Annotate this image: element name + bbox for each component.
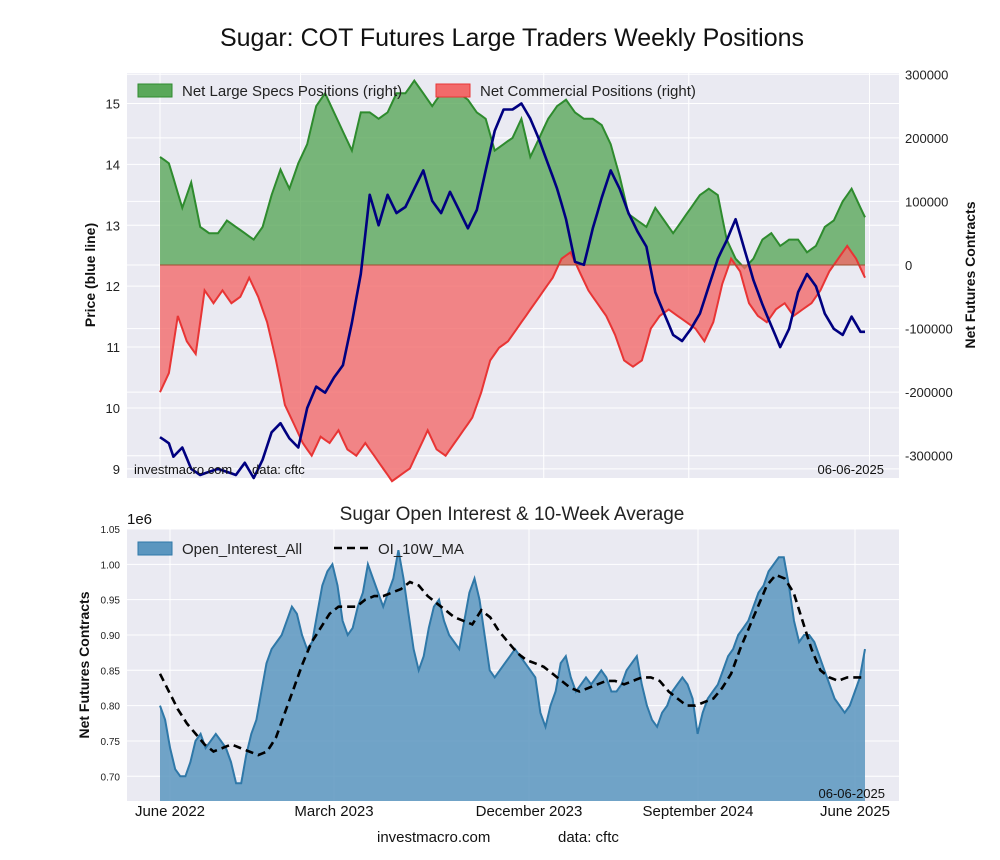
open-interest-title: Sugar Open Interest & 10-Week Average [340,504,685,525]
oi-tick-label: 0.80 [101,702,121,713]
net-tick-label: 300000 [905,67,948,82]
oi-tick-label: 0.75 [101,737,121,748]
net-tick-label: -100000 [905,322,953,337]
oi-credit-date: 06-06-2025 [819,786,886,801]
net-tick-label: -300000 [905,449,953,464]
legend-swatch-commercial [435,83,471,98]
price-tick-label: 15 [106,96,120,111]
oi-tick-label: 1.00 [101,560,121,571]
net-tick-label: -200000 [905,385,953,400]
oi-tick-label: 0.85 [101,666,121,677]
open-interest-line [159,550,866,785]
open-interest-legend: Open_Interest_All OI_10W_MA [137,541,464,558]
y-exponent-label: 1e6 [127,511,152,528]
price-tick-label: 9 [113,462,120,477]
net-tick-label: 200000 [905,131,948,146]
oi-tick-label: 0.70 [101,772,121,783]
footer-site: investmacro.com [377,829,490,846]
oi-tick-label: 0.95 [101,596,121,607]
date-tick-label: June 2025 [820,803,890,820]
date-tick-label: March 2023 [294,803,373,820]
price-axis-label: Price (blue line) [82,223,98,327]
credit-site: investmacro.com [134,462,232,477]
positions-panel: 9 10 11 12 13 14 15 300000 200000 100000 0 -100000… [82,67,978,483]
legend-label-specs: Net Large Specs Positions (right) [182,83,402,100]
price-tick-label: 14 [106,157,120,172]
credit-date: 06-06-2025 [818,462,885,477]
oi-tick-label: 0.90 [101,631,121,642]
legend-swatch-specs [137,83,173,98]
positions-legend: Net Large Specs Positions (right) Net Co… [137,83,696,100]
credit-source: data: cftc [252,462,305,477]
legend-swatch-open-interest [137,541,173,556]
date-tick-label: September 2024 [643,803,754,820]
open-interest-area [160,550,865,801]
net-tick-label: 0 [905,258,912,273]
legend-label-ma: OI_10W_MA [378,541,464,558]
price-tick-label: 11 [107,340,121,355]
net-large-specs-area [160,80,865,269]
net-contracts-axis-label: Net Futures Contracts [962,201,978,348]
price-tick-label: 10 [106,401,120,416]
net-commercial-area [160,245,865,482]
price-tick-label: 12 [106,279,120,294]
legend-label-open-interest: Open_Interest_All [182,541,302,558]
footer-source: data: cftc [558,829,619,846]
date-tick-label: December 2023 [476,803,583,820]
legend-label-commercial: Net Commercial Positions (right) [480,83,696,100]
net-commercial-line [159,244,866,483]
open-interest-axis-label: Net Futures Contracts [76,591,92,738]
price-line [159,102,865,480]
open-interest-panel: Sugar Open Interest & 10-Week Average 1e… [76,504,899,846]
oi-10w-ma-line [158,573,865,757]
date-tick-label: June 2022 [135,803,205,820]
net-tick-label: 100000 [905,194,948,209]
oi-tick-label: 1.05 [101,525,121,536]
price-tick-label: 13 [106,218,120,233]
figure-title: Sugar: COT Futures Large Traders Weekly … [220,24,804,52]
